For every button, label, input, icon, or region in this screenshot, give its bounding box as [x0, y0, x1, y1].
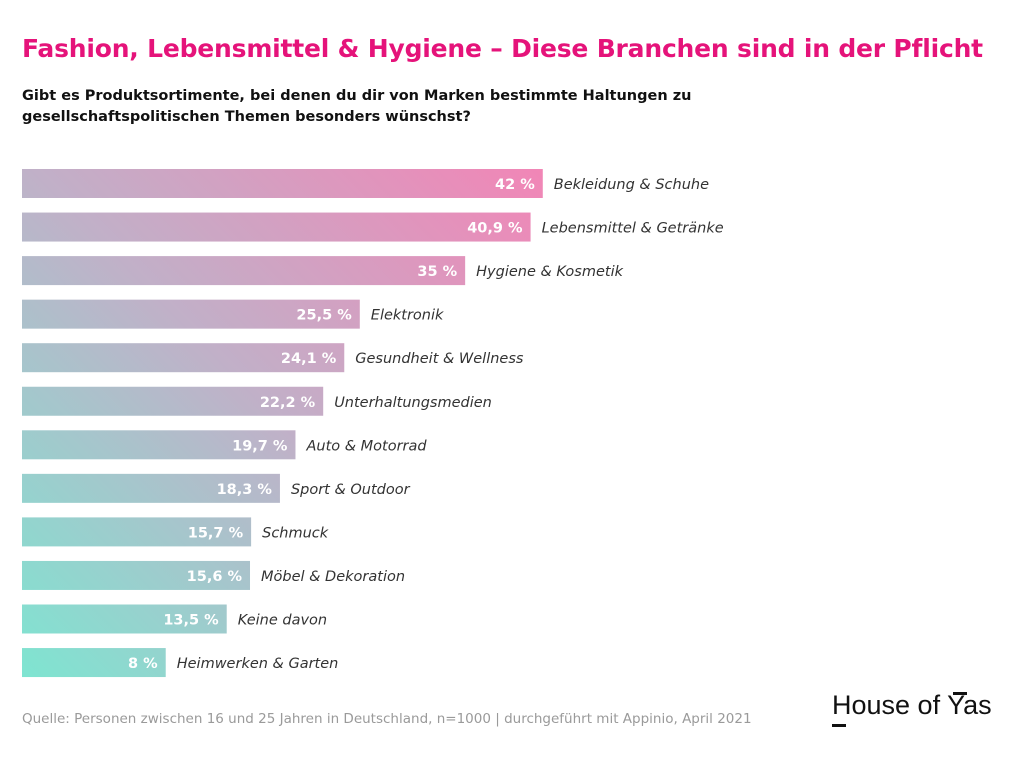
bar — [22, 343, 345, 373]
bar-value-label: 19,7 % — [232, 438, 288, 454]
category-label: Elektronik — [371, 308, 444, 324]
category-label: Unterhaltungsmedien — [334, 395, 492, 411]
chart-title: Fashion, Lebensmittel & Hygiene – Diese … — [22, 34, 983, 63]
bar-value-label: 18,3 % — [217, 482, 273, 498]
source-note: Quelle: Personen zwischen 16 und 25 Jahr… — [22, 711, 752, 727]
category-label: Lebensmittel & Getränke — [542, 221, 724, 237]
bar — [22, 517, 252, 547]
bar — [22, 648, 166, 678]
category-label: Möbel & Dekoration — [261, 569, 405, 585]
bar — [22, 169, 543, 198]
bar-value-label: 8 % — [128, 656, 158, 672]
category-label: Bekleidung & Schuhe — [554, 177, 709, 193]
bar — [22, 212, 531, 242]
bar-value-label: 42 % — [495, 177, 535, 193]
bar — [22, 386, 324, 416]
bar — [22, 473, 280, 503]
chart-subtitle: Gibt es Produktsortimente, bei denen du … — [22, 88, 692, 125]
bar-value-label: 15,7 % — [188, 525, 244, 541]
bar — [22, 430, 296, 460]
category-label: Auto & Motorrad — [305, 438, 427, 454]
category-label: Schmuck — [262, 525, 329, 541]
bar — [22, 256, 466, 286]
bar — [22, 604, 227, 634]
category-label: Gesundheit & Wellness — [355, 351, 524, 367]
bar-value-label: 22,2 % — [260, 395, 316, 411]
bar — [22, 560, 251, 590]
category-label: Hygiene & Kosmetik — [476, 264, 623, 280]
bar-value-label: 15,6 % — [187, 569, 243, 585]
category-label: Keine davon — [238, 613, 327, 629]
bar-value-label: 40,9 % — [467, 221, 523, 237]
bar-value-label: 24,1 % — [281, 351, 337, 367]
bar — [22, 299, 360, 329]
bar-value-label: 13,5 % — [163, 613, 219, 629]
house-of-yas-logo: House of Yas — [832, 690, 992, 727]
category-label: Heimwerken & Garten — [177, 656, 339, 672]
bar-value-label: 25,5 % — [296, 308, 352, 324]
category-label: Sport & Outdoor — [291, 482, 411, 498]
bar-value-label: 35 % — [417, 264, 457, 280]
